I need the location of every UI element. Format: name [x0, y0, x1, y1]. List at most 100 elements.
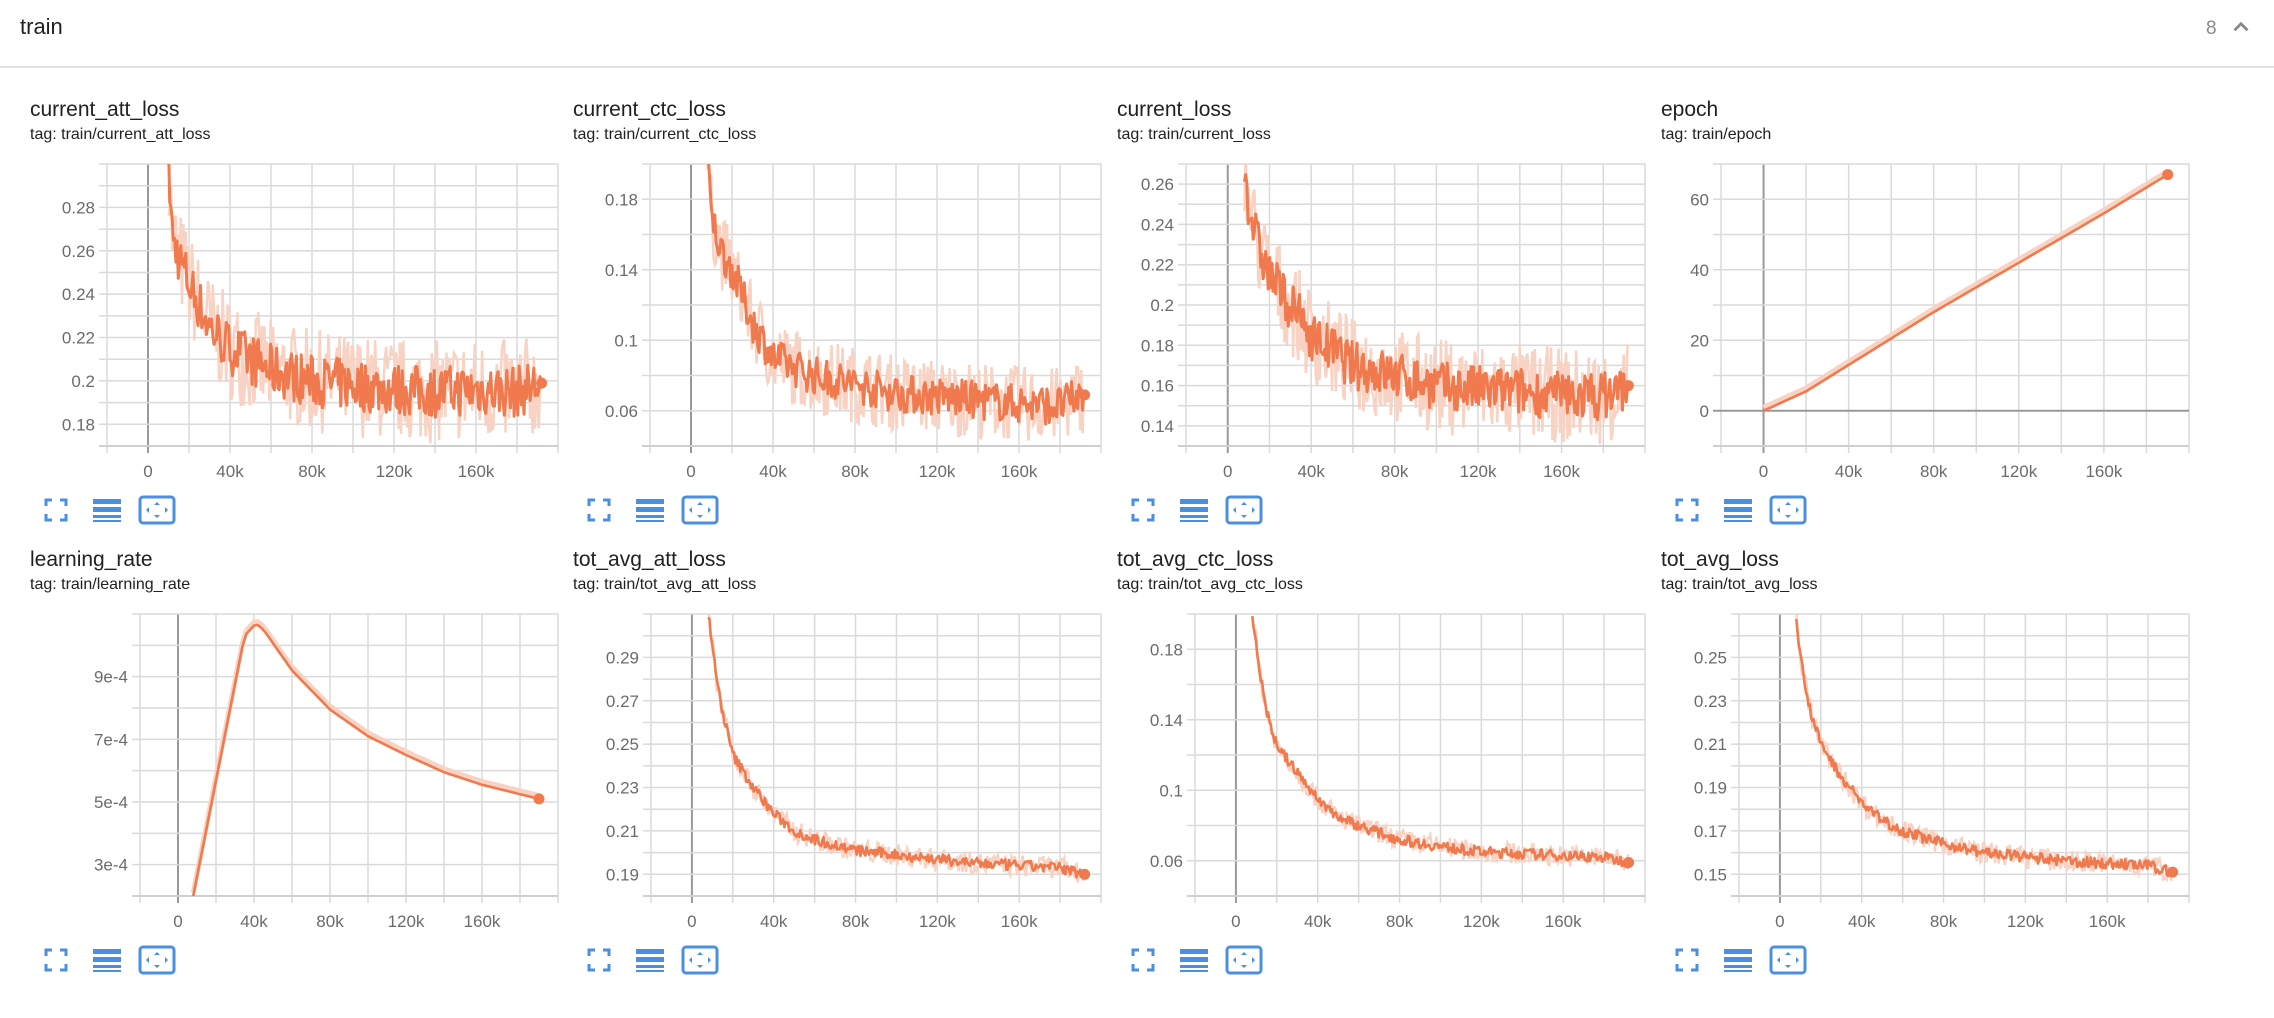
chart-card-learning-rate: learning_rate tag: train/learning_rate 3e-…: [30, 548, 570, 988]
fit-domain-icon[interactable]: [138, 495, 176, 525]
section-header[interactable]: train 8: [0, 0, 2274, 68]
chart-card-current-ctc-loss: current_ctc_loss tag: train/current_ctc_l…: [573, 98, 1113, 538]
fullscreen-icon[interactable]: [44, 948, 68, 972]
y-tick-label: 0.26: [62, 242, 95, 261]
smoothed-series-line: [1251, 616, 1630, 869]
line-chart[interactable]: 0.06 0.1 0.14 0.18 0 40k 80k 120k 160k: [573, 98, 1113, 538]
x-tick-label: 40k: [759, 462, 787, 481]
toggle-log-scale-icon[interactable]: [635, 497, 665, 523]
chart-tag: tag: train/epoch: [1661, 126, 1772, 143]
y-tick-label: 0.18: [62, 415, 95, 434]
chart-tag: tag: train/tot_avg_att_loss: [573, 576, 757, 593]
last-point-marker[interactable]: [2162, 169, 2174, 181]
y-tick-label: 0.18: [605, 190, 638, 209]
chart-tag: tag: train/current_att_loss: [30, 126, 211, 143]
y-tick-label: 0.29: [606, 648, 639, 667]
last-point-marker[interactable]: [1079, 868, 1091, 880]
fit-domain-icon[interactable]: [1769, 495, 1807, 525]
x-tick-label: 0: [687, 912, 696, 931]
x-tick-label: 80k: [316, 912, 344, 931]
toggle-log-scale-icon[interactable]: [635, 947, 665, 973]
toggle-log-scale-icon[interactable]: [1179, 497, 1209, 523]
y-tick-label: 0.19: [1694, 779, 1727, 798]
fullscreen-icon[interactable]: [1675, 498, 1699, 522]
chart-card-current-loss: current_loss tag: train/current_loss 0.14 0…: [1117, 98, 1657, 538]
chart-title: learning_rate: [30, 548, 153, 571]
last-point-marker[interactable]: [1622, 380, 1634, 392]
fullscreen-icon[interactable]: [587, 948, 611, 972]
x-tick-label: 40k: [216, 462, 244, 481]
y-tick-label: 0.2: [1150, 296, 1174, 315]
last-point-marker[interactable]: [533, 793, 545, 805]
toggle-log-scale-icon[interactable]: [1723, 947, 1753, 973]
grid: [1187, 613, 1646, 903]
fit-domain-icon[interactable]: [138, 945, 176, 975]
last-point-marker[interactable]: [1623, 857, 1635, 869]
chart-card-tot-avg-att-loss: tot_avg_att_loss tag: train/tot_avg_att_l…: [573, 548, 1113, 988]
y-tick-label: 0.17: [1694, 822, 1727, 841]
chevron-up-icon[interactable]: [2228, 14, 2254, 40]
y-tick-label: 0.24: [62, 285, 95, 304]
toggle-log-scale-icon[interactable]: [1723, 497, 1753, 523]
line-chart[interactable]: 3e-4 5e-4 7e-4 9e-4 0 40k 80k 120k 160k: [30, 548, 570, 988]
x-tick-label: 120k: [376, 462, 413, 481]
y-tick-label: 0.06: [605, 402, 638, 421]
line-chart[interactable]: 0 20 40 60 0 40k 80k 120k 160k: [1661, 98, 2201, 538]
fullscreen-icon[interactable]: [44, 498, 68, 522]
chart-tag: tag: train/current_ctc_loss: [573, 126, 757, 143]
y-tick-label: 0.14: [1141, 417, 1174, 436]
x-tick-label: 160k: [1545, 912, 1582, 931]
last-point-marker[interactable]: [2167, 866, 2179, 878]
grid: [643, 613, 1102, 903]
last-point-marker[interactable]: [536, 377, 548, 389]
toggle-log-scale-icon[interactable]: [92, 947, 122, 973]
raw-series-line: [1252, 623, 1630, 871]
line-chart[interactable]: 0.19 0.21 0.23 0.25 0.27 0.29 0 40k 80k 120k 160k: [573, 548, 1113, 988]
fullscreen-icon[interactable]: [1131, 948, 1155, 972]
x-tick-label: 0: [1223, 462, 1232, 481]
x-tick-label: 160k: [1543, 462, 1580, 481]
fit-domain-icon[interactable]: [1769, 945, 1807, 975]
grid: [1731, 613, 2190, 903]
toggle-log-scale-icon[interactable]: [92, 497, 122, 523]
y-tick-label: 0.1: [614, 331, 638, 350]
line-chart[interactable]: 0.18 0.2 0.22 0.24 0.26 0.28 0 40k 80k 120k 160k: [30, 98, 570, 538]
fullscreen-icon[interactable]: [1675, 948, 1699, 972]
fit-domain-icon[interactable]: [681, 945, 719, 975]
chart-card-tot-avg-ctc-loss: tot_avg_ctc_loss tag: train/tot_avg_ctc_l…: [1117, 548, 1657, 988]
last-point-marker[interactable]: [1079, 389, 1091, 401]
fit-domain-icon[interactable]: [681, 495, 719, 525]
raw-series-line: [190, 618, 540, 894]
line-chart[interactable]: 0.14 0.16 0.18 0.2 0.22 0.24 0.26 0 40k 80k 120k 16…: [1117, 98, 1657, 538]
toggle-log-scale-icon[interactable]: [1179, 947, 1209, 973]
x-tick-label: 160k: [464, 912, 501, 931]
fit-domain-icon[interactable]: [1225, 945, 1263, 975]
smoothed-series-line: [707, 164, 1087, 426]
x-tick-label: 160k: [2085, 462, 2122, 481]
y-tick-label: 0.14: [1150, 711, 1183, 730]
y-tick-label: 0.23: [606, 779, 639, 798]
fullscreen-icon[interactable]: [587, 498, 611, 522]
x-tick-label: 120k: [1463, 912, 1500, 931]
y-tick-label: 0.28: [62, 198, 95, 217]
chart-count: 8: [2206, 18, 2217, 39]
chart-tag: tag: train/current_loss: [1117, 126, 1271, 143]
smoothed-series-line: [1762, 173, 2169, 412]
line-chart[interactable]: 0.15 0.17 0.19 0.21 0.23 0.25 0 40k 80k 120k 160k: [1661, 548, 2201, 988]
x-tick-label: 40k: [240, 912, 268, 931]
y-tick-label: 0.21: [1694, 735, 1727, 754]
chart-card-tot-avg-loss: tot_avg_loss tag: train/tot_avg_loss 0.15 0…: [1661, 548, 2201, 988]
fit-domain-icon[interactable]: [1225, 495, 1263, 525]
chart-card-epoch: epoch tag: train/epoch 0 20 40 60 0 40k 80k 120k 1…: [1661, 98, 2201, 538]
x-tick-label: 80k: [298, 462, 326, 481]
smoothed-series-line: [167, 164, 544, 419]
x-tick-label: 120k: [1460, 462, 1497, 481]
raw-series-line: [1762, 169, 2170, 410]
line-chart[interactable]: 0.06 0.1 0.14 0.18 0 40k 80k 120k 160k: [1117, 548, 1657, 988]
chart-title: tot_avg_ctc_loss: [1117, 548, 1274, 571]
x-tick-label: 160k: [2089, 912, 2126, 931]
y-tick-label: 40: [1690, 261, 1709, 280]
y-tick-label: 0.23: [1694, 692, 1727, 711]
x-tick-label: 40k: [1848, 912, 1876, 931]
fullscreen-icon[interactable]: [1131, 498, 1155, 522]
